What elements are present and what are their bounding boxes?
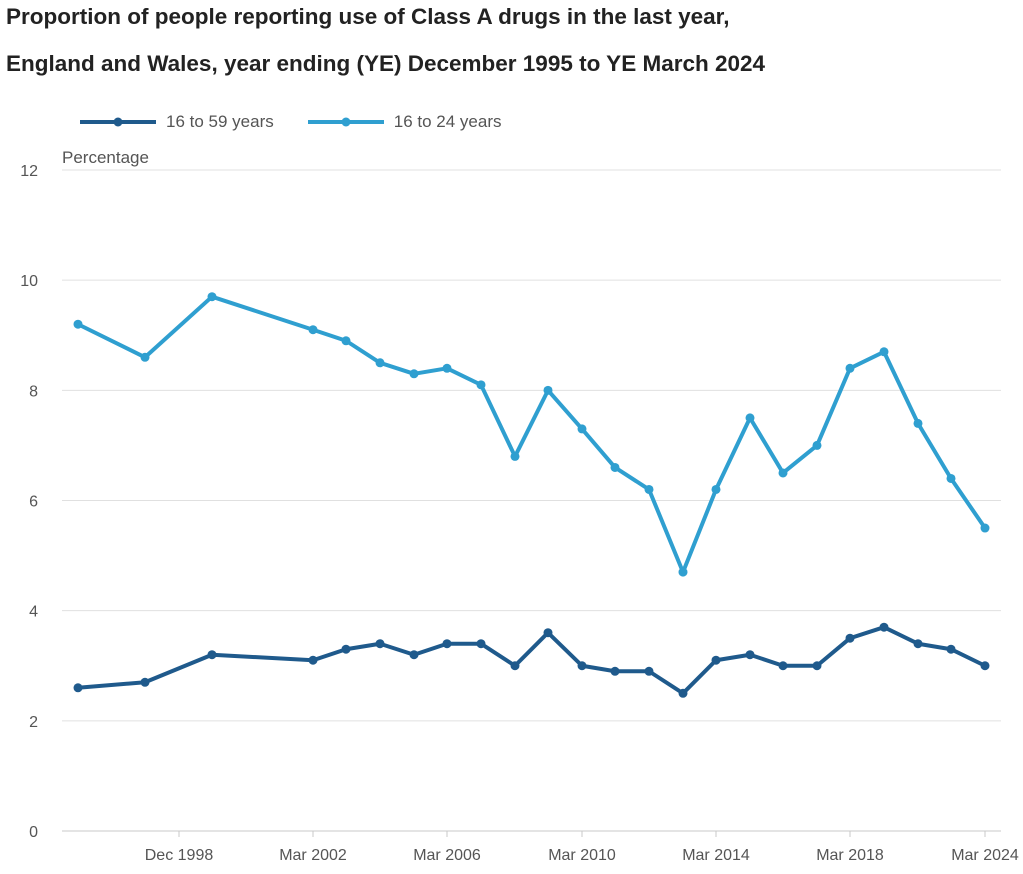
data-point-series-1 bbox=[812, 440, 822, 450]
data-point-series-1 bbox=[946, 473, 956, 483]
chart-title-line-2: England and Wales, year ending (YE) Dece… bbox=[6, 51, 766, 76]
data-point-series-0 bbox=[140, 677, 150, 687]
data-point-series-0 bbox=[409, 650, 419, 660]
y-tick-label-6: 6 bbox=[29, 494, 38, 511]
data-point-series-0 bbox=[980, 661, 990, 671]
data-point-series-0 bbox=[308, 655, 318, 665]
series-line-0 bbox=[76, 625, 987, 696]
y-tick-label-8: 8 bbox=[29, 383, 38, 400]
data-point-series-0 bbox=[73, 683, 83, 693]
data-point-series-0 bbox=[711, 655, 721, 665]
data-point-series-1 bbox=[140, 352, 150, 362]
data-point-series-0 bbox=[543, 628, 553, 638]
data-point-series-0 bbox=[207, 650, 217, 660]
data-point-series-1 bbox=[476, 380, 486, 390]
data-point-series-1 bbox=[510, 451, 520, 461]
x-tick-label: Mar 2018 bbox=[816, 847, 884, 864]
y-tick-label-4: 4 bbox=[29, 604, 38, 621]
data-point-series-0 bbox=[845, 633, 855, 643]
data-point-series-0 bbox=[610, 666, 620, 676]
data-point-series-1 bbox=[678, 567, 688, 577]
data-point-series-0 bbox=[946, 644, 956, 654]
data-point-series-0 bbox=[745, 650, 755, 660]
x-tick-label: Mar 2024 bbox=[951, 847, 1019, 864]
y-tick-label-12: 12 bbox=[20, 163, 38, 180]
legend-label-16-to-59: 16 to 59 years bbox=[166, 112, 274, 131]
legend-swatch-16-to-24 bbox=[307, 117, 384, 127]
data-point-series-1 bbox=[845, 363, 855, 373]
data-point-series-1 bbox=[308, 325, 318, 335]
legend: 16 to 59 years 16 to 24 years bbox=[78, 110, 502, 134]
data-point-series-1 bbox=[879, 347, 889, 357]
x-tick-label: Mar 2010 bbox=[548, 847, 616, 864]
data-point-series-0 bbox=[375, 639, 385, 649]
data-point-series-1 bbox=[442, 363, 452, 373]
data-point-series-1 bbox=[711, 484, 721, 494]
data-point-series-1 bbox=[73, 319, 83, 329]
data-point-series-0 bbox=[913, 639, 923, 649]
data-point-series-0 bbox=[644, 666, 654, 676]
legend-label-16-to-24: 16 to 24 years bbox=[393, 112, 502, 131]
y-axis-label: Percentage bbox=[62, 148, 149, 167]
data-point-series-1 bbox=[980, 523, 990, 533]
data-point-series-1 bbox=[913, 418, 923, 428]
data-point-series-1 bbox=[644, 484, 654, 494]
y-tick-label-0: 0 bbox=[29, 824, 38, 841]
legend-swatch-16-to-59 bbox=[80, 117, 156, 127]
data-point-series-0 bbox=[577, 661, 587, 671]
y-tick-label-10: 10 bbox=[20, 273, 38, 290]
data-point-series-1 bbox=[577, 424, 587, 434]
y-tick-label-2: 2 bbox=[29, 714, 38, 731]
x-tick-label: Dec 1998 bbox=[145, 847, 214, 864]
data-point-series-0 bbox=[341, 644, 351, 654]
data-point-series-0 bbox=[879, 622, 889, 632]
data-point-series-1 bbox=[543, 385, 553, 395]
data-point-series-0 bbox=[812, 661, 822, 671]
x-tick-label: Mar 2014 bbox=[682, 847, 750, 864]
data-point-series-0 bbox=[778, 661, 788, 671]
chart-title-line-1: Proportion of people reporting use of Cl… bbox=[6, 4, 730, 29]
x-tick-label: Mar 2002 bbox=[279, 847, 347, 864]
data-point-series-1 bbox=[778, 468, 788, 478]
data-point-series-1 bbox=[610, 462, 620, 472]
data-point-series-0 bbox=[476, 639, 486, 649]
data-point-series-0 bbox=[678, 688, 688, 698]
legend-item-16-to-24[interactable]: 16 to 24 years bbox=[306, 110, 502, 134]
data-point-series-1 bbox=[409, 369, 419, 379]
data-point-series-1 bbox=[745, 413, 755, 423]
x-tick-label: Mar 2006 bbox=[413, 847, 481, 864]
data-point-series-1 bbox=[341, 336, 351, 346]
legend-item-16-to-59[interactable]: 16 to 59 years bbox=[78, 110, 274, 134]
data-point-series-0 bbox=[510, 661, 520, 671]
data-point-series-0 bbox=[442, 639, 452, 649]
series-line-1 bbox=[76, 294, 987, 575]
data-point-series-1 bbox=[375, 358, 385, 368]
data-point-series-1 bbox=[207, 292, 217, 302]
